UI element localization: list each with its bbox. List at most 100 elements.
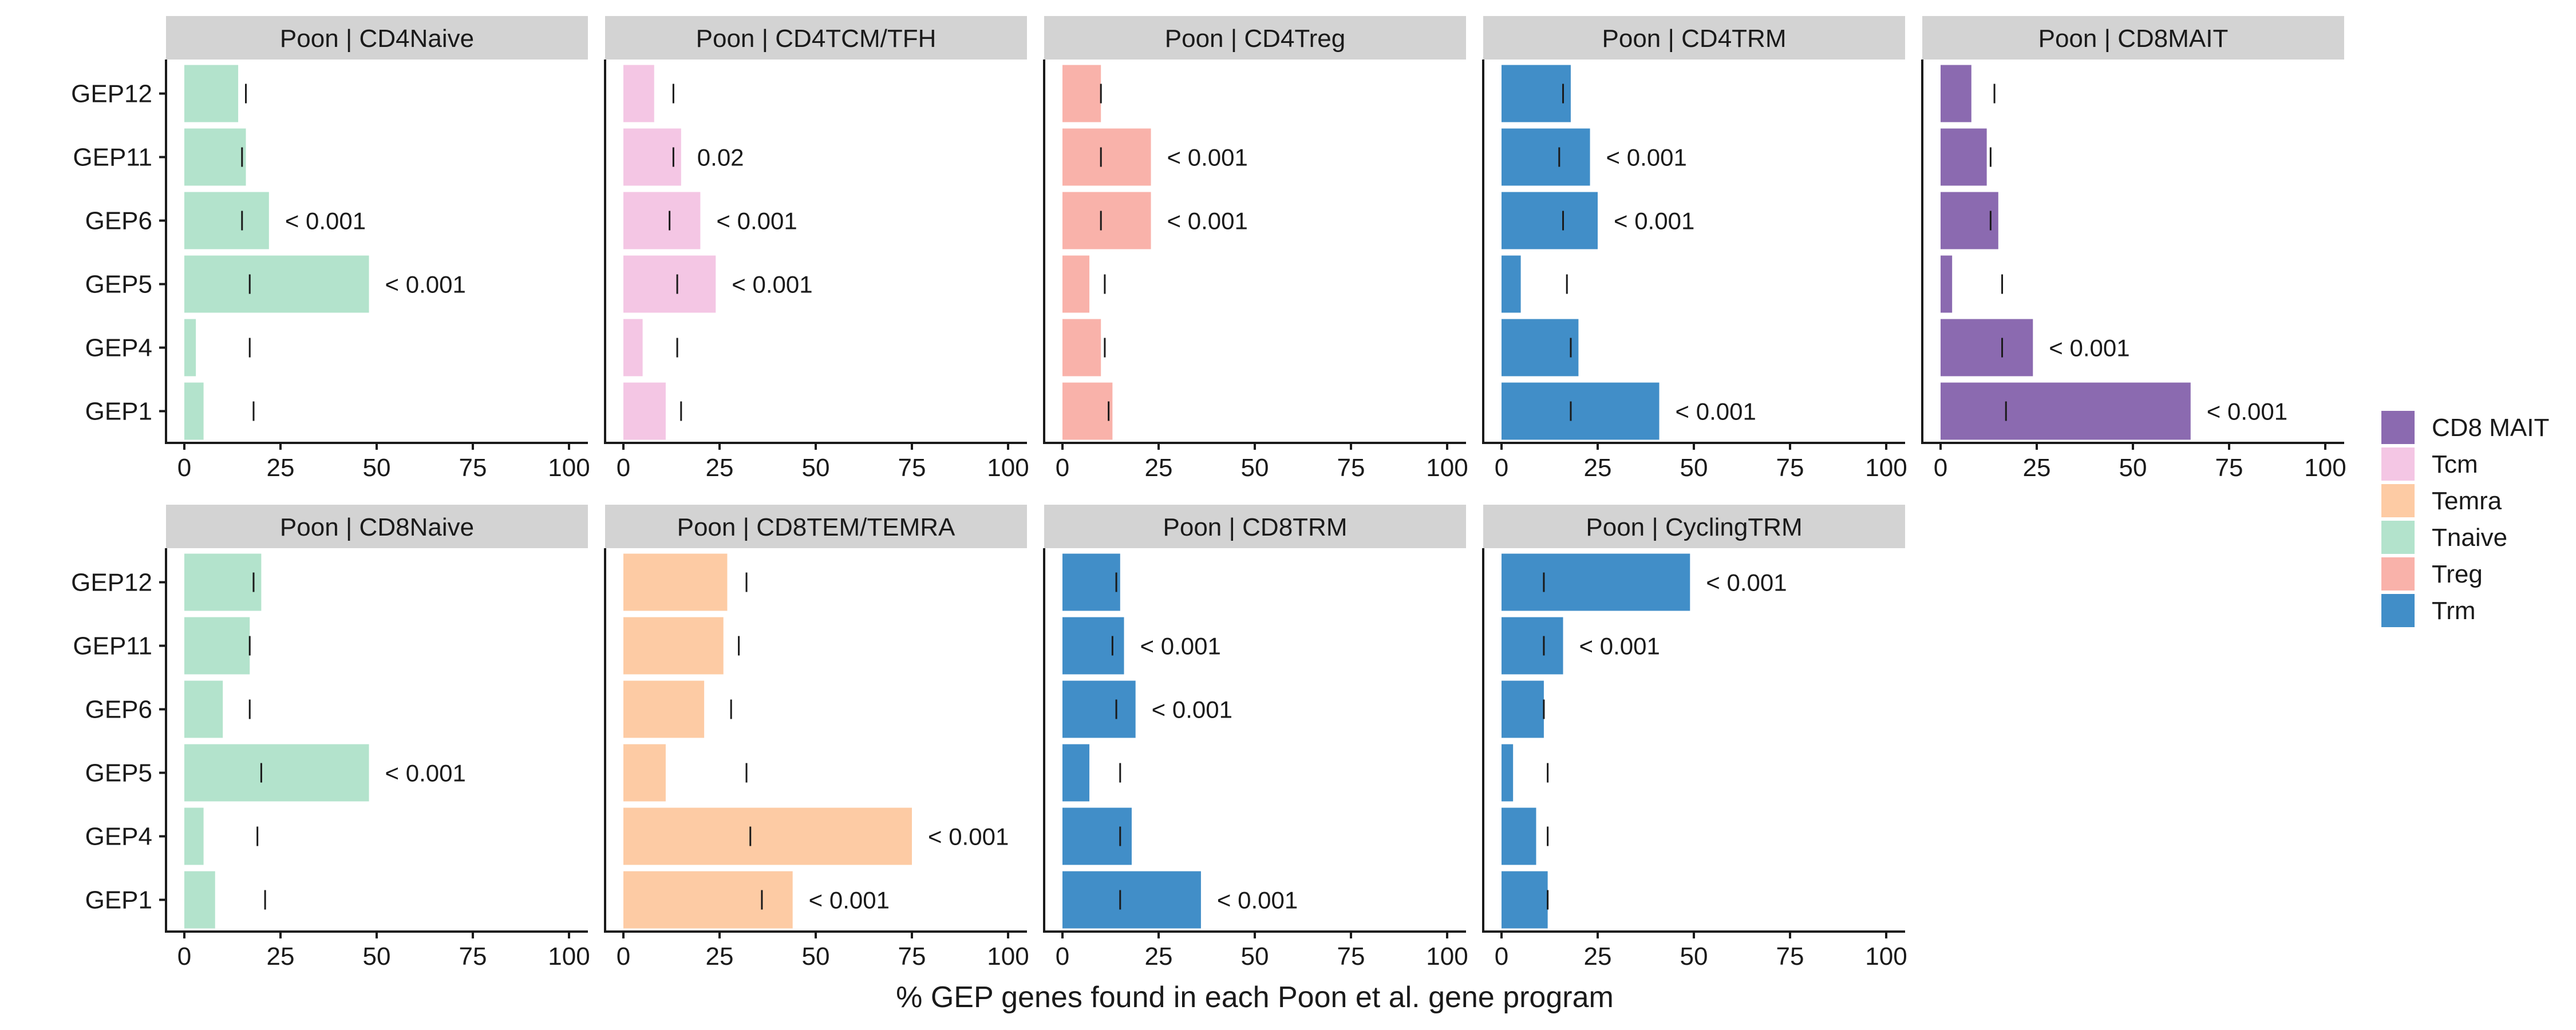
bar-gep11	[1062, 128, 1151, 186]
bar-gep1	[1502, 382, 1660, 440]
bar-gep6	[1941, 192, 1998, 249]
x-tick-label: 75	[1776, 942, 1804, 970]
p-value-label: < 0.001	[1676, 398, 1756, 425]
x-tick-label: 75	[1337, 942, 1365, 970]
x-tick-label: 25	[1584, 942, 1612, 970]
panel-6: Poon | CD8Naive < 0.001 0 25 50 75 100 GEP12 GEP…	[71, 505, 590, 970]
panel-strip	[1483, 16, 1905, 60]
p-value-label: < 0.001	[2207, 398, 2287, 425]
x-tick-label: 25	[1145, 454, 1173, 482]
panel-strip	[1922, 16, 2344, 60]
panel-title: Poon | CyclingTRM	[1586, 513, 1802, 541]
bar-gep6	[623, 680, 705, 738]
panel-strip	[1044, 505, 1466, 548]
legend-label: Tnaive	[2432, 524, 2507, 552]
x-tick-label: 0	[1934, 454, 1947, 482]
bar-gep5	[623, 255, 716, 313]
x-tick-label: 0	[177, 454, 191, 482]
panel-title: Poon | CD8Naive	[280, 513, 474, 541]
panel-9: Poon | CyclingTRM < 0.001 < 0.001 0 25 50 75 10…	[1482, 505, 1907, 970]
p-value-label: < 0.001	[716, 208, 797, 235]
bar-gep12	[1502, 553, 1690, 611]
panel-title: Poon | CD4Treg	[1165, 25, 1346, 53]
p-value-label: < 0.001	[1606, 144, 1687, 171]
bar-gep12	[1062, 65, 1101, 122]
x-tick-label: 75	[1776, 454, 1804, 482]
y-category-label: GEP1	[85, 886, 152, 914]
bar-gep12	[623, 65, 654, 122]
legend-label: Treg	[2432, 560, 2483, 588]
x-tick-label: 50	[1241, 454, 1269, 482]
x-tick-label: 100	[548, 454, 590, 482]
bar-gep1	[184, 382, 204, 440]
y-category-label: GEP12	[71, 569, 152, 597]
panel-strip	[166, 505, 588, 548]
x-tick-label: 50	[802, 454, 830, 482]
x-tick-label: 75	[898, 942, 926, 970]
p-value-label: < 0.001	[385, 760, 466, 787]
x-tick-label: 75	[1337, 454, 1365, 482]
p-value-label: < 0.001	[1140, 633, 1221, 660]
x-tick-label: 100	[1865, 942, 1907, 970]
x-tick-label: 75	[459, 454, 487, 482]
panel-strip	[1044, 16, 1466, 60]
x-tick-label: 50	[1680, 454, 1708, 482]
p-value-label: < 0.001	[1217, 887, 1298, 914]
x-tick-label: 25	[706, 454, 734, 482]
panel-title: Poon | CD8TEM/TEMRA	[677, 513, 955, 541]
y-category-label: GEP4	[85, 823, 152, 851]
bar-gep11	[1502, 128, 1590, 186]
panel-title: Poon | CD4TCM/TFH	[696, 25, 937, 53]
x-tick-label: 100	[2304, 454, 2346, 482]
y-category-label: GEP6	[85, 207, 152, 235]
x-tick-label: 50	[2119, 454, 2147, 482]
p-value-label: < 0.001	[1152, 696, 1232, 723]
bar-gep12	[184, 65, 239, 122]
legend-swatch	[2381, 594, 2415, 627]
x-tick-label: 50	[1680, 942, 1708, 970]
x-tick-label: 25	[706, 942, 734, 970]
legend-swatch	[2381, 447, 2415, 481]
legend: CD8 MAIT Tcm Temra Tnaive Treg Trm	[2381, 411, 2549, 627]
bar-gep5	[184, 255, 369, 313]
bar-gep5	[1502, 255, 1521, 313]
x-tick-label: 100	[987, 942, 1029, 970]
bar-gep1	[1062, 382, 1113, 440]
bar-gep4	[1062, 807, 1132, 865]
bar-gep1	[1062, 871, 1201, 929]
p-value-label: < 0.001	[1167, 144, 1248, 171]
panel-title: Poon | CD4Naive	[280, 25, 474, 53]
bar-gep4	[623, 807, 912, 865]
p-value-label: 0.02	[697, 144, 744, 171]
bar-gep4	[1502, 807, 1536, 865]
p-value-label: < 0.001	[732, 271, 812, 298]
p-value-label: < 0.001	[1579, 633, 1660, 660]
bar-gep11	[1062, 617, 1124, 675]
panel-8: Poon | CD8TRM < 0.001 < 0.001 < 0.001 0 25 50 7…	[1043, 505, 1468, 970]
bar-gep12	[623, 553, 728, 611]
legend-swatch	[2381, 484, 2415, 517]
x-axis-title: % GEP genes found in each Poon et al. ge…	[896, 981, 1614, 1014]
x-tick-label: 0	[617, 454, 630, 482]
x-tick-label: 50	[1241, 942, 1269, 970]
x-tick-label: 0	[1056, 942, 1069, 970]
bar-gep1	[1941, 382, 2191, 440]
x-tick-label: 100	[1426, 454, 1468, 482]
y-category-label: GEP5	[85, 759, 152, 787]
legend-label: Trm	[2432, 597, 2476, 625]
bar-gep5	[1502, 744, 1514, 802]
p-value-label: < 0.001	[1706, 569, 1787, 596]
y-category-label: GEP4	[85, 334, 152, 362]
bar-gep6	[184, 192, 269, 249]
y-category-label: GEP12	[71, 80, 152, 108]
bar-gep4	[184, 807, 204, 865]
panel-4: Poon | CD4TRM < 0.001 < 0.001 < 0.001 0 25 50 7…	[1482, 16, 1907, 482]
panel-7: Poon | CD8TEM/TEMRA < 0.001 < 0.001 0 25 50 75…	[604, 505, 1029, 970]
bar-gep1	[1502, 871, 1548, 929]
bar-gep11	[184, 128, 246, 186]
bar-gep11	[1502, 617, 1563, 675]
x-tick-label: 50	[802, 942, 830, 970]
bar-gep12	[1941, 65, 1971, 122]
x-tick-label: 25	[1584, 454, 1612, 482]
x-tick-label: 25	[1145, 942, 1173, 970]
